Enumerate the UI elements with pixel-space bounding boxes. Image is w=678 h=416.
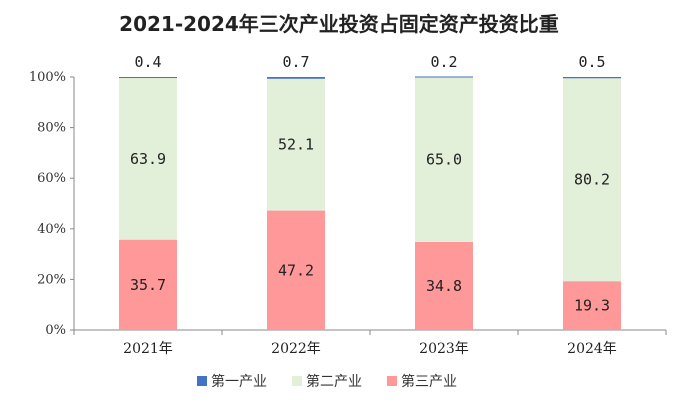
- data-label: 0.5: [578, 53, 605, 71]
- bar-segment: [119, 239, 177, 330]
- legend-label: 第一产业: [211, 373, 267, 390]
- data-label: 34.8: [426, 277, 462, 295]
- data-label: 0.2: [430, 53, 457, 71]
- bar-segment: [563, 281, 621, 330]
- data-label: 63.9: [130, 150, 166, 168]
- legend-label: 第三产业: [401, 373, 457, 390]
- y-tick-label: 60%: [37, 171, 66, 186]
- bar-segment: [267, 210, 325, 330]
- bar-segment: [563, 78, 621, 282]
- chart-title: 2021-2024年三次产业投资占固定资产投资比重: [119, 12, 559, 36]
- x-tick-label: 2024年: [567, 341, 617, 357]
- bar-segment: [267, 78, 325, 211]
- bar-segment: [415, 76, 473, 78]
- data-label: 52.1: [278, 136, 314, 154]
- legend-label: 第二产业: [306, 373, 362, 390]
- y-tick-label: 20%: [37, 272, 66, 287]
- data-label: 35.7: [130, 276, 166, 294]
- bar-segment: [119, 78, 177, 240]
- legend-swatch: [387, 376, 397, 386]
- bar-segment: [563, 77, 621, 79]
- y-tick-label: 40%: [37, 222, 66, 237]
- bar-segment: [415, 241, 473, 330]
- data-label: 80.2: [574, 171, 610, 189]
- data-label: 47.2: [278, 261, 314, 279]
- bar-segment: [267, 77, 325, 79]
- data-label: 0.7: [282, 53, 309, 71]
- bar-segment: [415, 77, 473, 242]
- y-tick-label: 80%: [37, 121, 66, 136]
- x-tick-label: 2023年: [419, 341, 469, 357]
- x-tick-label: 2022年: [271, 341, 321, 357]
- x-tick-label: 2021年: [123, 341, 173, 357]
- data-label: 0.4: [134, 53, 161, 71]
- y-tick-label: 100%: [29, 70, 66, 85]
- legend-swatch: [197, 376, 207, 386]
- legend-swatch: [292, 376, 302, 386]
- bar-segment: [119, 77, 177, 79]
- data-label: 19.3: [574, 297, 610, 315]
- y-tick-label: 0%: [45, 323, 66, 338]
- data-label: 65.0: [426, 151, 462, 169]
